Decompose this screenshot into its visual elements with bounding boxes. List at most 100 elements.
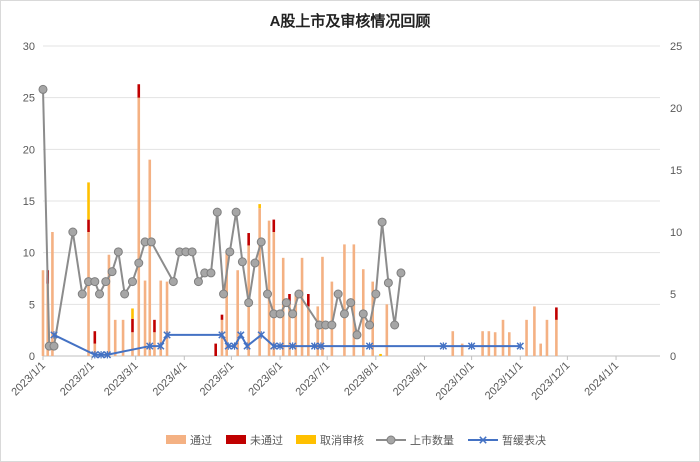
bar-通过 [330,281,334,356]
bar-通过 [371,281,374,356]
point-上市数量 [231,207,241,217]
x-tick-label: 2023/2/1 [58,360,97,399]
legend-item-上市数量: 上市数量 [376,433,454,447]
point-上市数量 [339,309,349,319]
point-上市数量 [281,298,291,308]
point-上市数量 [352,330,362,340]
point-暂缓表决 [230,342,239,350]
bar-通过 [236,270,239,356]
point-暂缓表决 [288,342,297,350]
bar-通过 [153,332,156,356]
bar-通过 [300,257,304,356]
y-left-tick-label: 0 [29,351,35,363]
bar-未通过 [247,233,250,246]
bar-通过 [165,281,169,356]
y-right-tick-label: 20 [670,103,682,115]
y-right-tick-label: 10 [670,227,682,239]
line-series [38,84,525,359]
point-上市数量 [225,247,235,257]
bar-未通过 [555,307,558,320]
point-上市数量 [101,277,111,287]
point-上市数量 [146,237,156,247]
y-left-tick-label: 5 [29,299,35,311]
bar-通过 [525,319,528,356]
point-上市数量 [365,320,375,330]
point-上市数量 [358,309,368,319]
x-tick-label: 2023/5/1 [198,360,237,399]
point-上市数量 [95,289,105,299]
x-tick-label: 2023/10/1 [434,360,477,403]
bar-通过 [539,343,542,356]
point-暂缓表决 [157,342,165,350]
legend-label: 取消审核 [320,433,364,447]
point-上市数量 [113,247,123,257]
bar-通过 [487,331,491,356]
bar-通过 [107,254,111,356]
y-right-tick-label: 15 [670,165,682,177]
bar-通过 [93,343,97,356]
point-暂缓表决 [237,331,245,339]
point-上市数量 [212,207,222,217]
legend-item-暂缓表决: 暂缓表决 [468,433,546,447]
point-上市数量 [77,289,87,299]
point-上市数量 [263,289,273,299]
bar-series [41,84,558,357]
point-上市数量 [206,268,216,278]
point-上市数量 [120,289,130,299]
y-left-tick-label: 25 [23,93,35,105]
bar-通过 [225,250,228,356]
bar-未通过 [307,294,310,307]
y-left-tick-label: 10 [23,248,35,260]
x-tick-label: 2023/8/1 [342,360,381,399]
point-暂缓表决 [97,351,105,359]
point-暂缓表决 [243,342,251,350]
point-暂缓表决 [516,342,525,350]
bar-未通过 [153,319,156,333]
bar-通过 [451,331,455,356]
bar-通过 [385,304,389,356]
bar-通过 [460,343,464,356]
x-tick-label: 2023/4/1 [151,360,190,399]
legend-swatch-marker [386,435,396,445]
bar-通过 [321,256,324,356]
bar-通过 [258,208,261,356]
y-left-tick-label: 15 [23,196,35,208]
chart-title: A股上市及审核情况回顾 [269,13,431,30]
bar-未通过 [214,343,217,356]
y-left-tick-label: 30 [23,41,35,53]
point-上市数量 [250,258,260,268]
point-上市数量 [327,320,337,330]
bar-通过 [267,220,271,356]
point-上市数量 [168,277,178,287]
x-tick-label: 2023/3/1 [102,360,141,399]
point-上市数量 [127,277,137,287]
point-暂缓表决 [310,342,319,350]
bar-通过 [343,244,346,356]
bar-通过 [143,280,147,356]
y-left-tick-label: 20 [23,144,35,156]
point-暂缓表决 [365,342,374,350]
line-上市数量 [42,89,402,348]
legend-swatch [166,435,186,444]
bar-通过 [501,319,505,356]
bar-通过 [121,319,125,356]
legend-label: 上市数量 [410,433,454,447]
point-上市数量 [275,309,285,319]
point-暂缓表决 [317,342,325,350]
bar-未通过 [288,294,291,305]
point-上市数量 [390,320,400,330]
legend-label: 未通过 [250,434,283,447]
bar-通过 [555,319,558,356]
point-暂缓表决 [467,342,476,350]
point-上市数量 [346,298,356,308]
point-上市数量 [90,277,100,287]
point-上市数量 [68,227,78,237]
point-暂缓表决 [257,331,265,339]
point-上市数量 [377,217,387,227]
bar-未通过 [272,219,276,232]
point-上市数量 [187,247,197,257]
bar-通过 [87,232,90,356]
point-暂缓表决 [50,331,58,339]
bar-通过 [131,332,134,356]
